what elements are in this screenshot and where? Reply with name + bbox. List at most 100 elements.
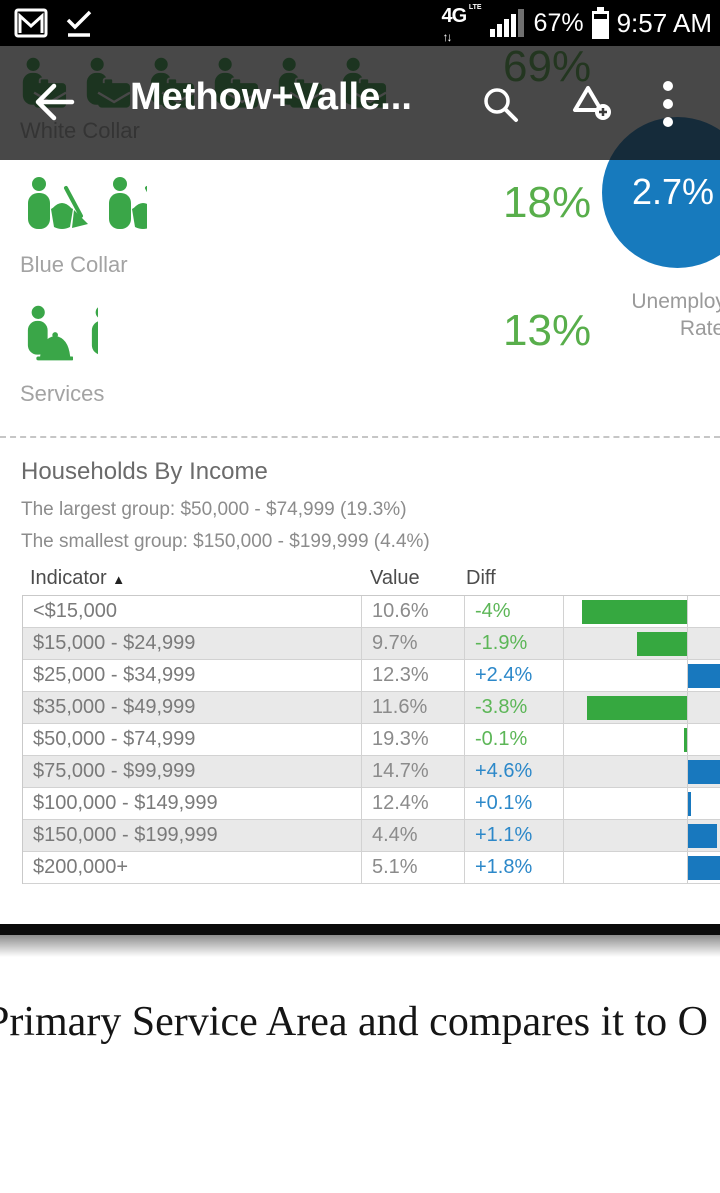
- blue-collar-percent: 18%: [503, 178, 592, 227]
- clock-label: 9:57 AM: [616, 7, 712, 38]
- page-separator-bar: [0, 924, 720, 935]
- unemployment-rate-label: Unemployment Rate: [631, 290, 720, 340]
- sort-ascending-icon: ▲: [112, 572, 126, 587]
- income-section-title: Households By Income: [21, 458, 268, 485]
- bar-zero-axis: [687, 724, 688, 755]
- blue-collar-person-icon: [109, 177, 147, 229]
- diff-bar-cell: [564, 852, 720, 883]
- income-table-row: $75,000 - $99,999 14.7% +4.6%: [23, 756, 720, 788]
- diff-cell: +0.1%: [465, 788, 564, 819]
- diff-cell: +1.8%: [465, 852, 564, 883]
- services-pictograph: [26, 303, 98, 365]
- income-table-row: $200,000+ 5.1% +1.8%: [23, 852, 720, 884]
- value-cell: 10.6%: [362, 596, 465, 627]
- bar-zero-axis: [687, 756, 688, 787]
- value-cell: 11.6%: [362, 692, 465, 723]
- diff-bar: [688, 792, 691, 816]
- diff-cell: -1.9%: [465, 628, 564, 659]
- diff-cell: -4%: [465, 596, 564, 627]
- bar-zero-axis: [687, 852, 688, 883]
- bar-zero-axis: [687, 628, 688, 659]
- diff-bar: [637, 632, 687, 656]
- income-table-row: $100,000 - $149,999 12.4% +0.1%: [23, 788, 720, 820]
- signal-strength-icon: [489, 9, 526, 37]
- table-header-value: Value: [370, 567, 420, 589]
- income-table-row: $150,000 - $199,999 4.4% +1.1%: [23, 820, 720, 852]
- diff-bar-cell: [564, 692, 720, 723]
- unemployment-rate-value: 2.7%: [632, 171, 715, 212]
- diff-bar: [688, 856, 720, 880]
- value-cell: 9.7%: [362, 628, 465, 659]
- search-icon[interactable]: [480, 84, 520, 124]
- bar-zero-axis: [687, 660, 688, 691]
- income-bracket-cell: $100,000 - $149,999: [23, 788, 362, 819]
- document-title: Methow+Valle...: [130, 76, 412, 118]
- table-header-diff: Diff: [466, 567, 496, 589]
- bar-zero-axis: [687, 692, 688, 723]
- income-table: <$15,000 10.6% -4% $15,000 - $24,999 9.7% -1.…: [22, 595, 720, 884]
- income-bracket-cell: $35,000 - $49,999: [23, 692, 362, 723]
- blue-collar-pictograph: [26, 176, 147, 238]
- income-table-row: $15,000 - $24,999 9.7% -1.9%: [23, 628, 720, 660]
- income-bracket-cell: $25,000 - $34,999: [23, 660, 362, 691]
- next-page-body-text: Primary Service Area and compares it to …: [0, 999, 708, 1045]
- diff-bar: [587, 696, 687, 720]
- mobile-network-icon: 4G LTE ↑↓: [441, 4, 482, 44]
- value-cell: 5.1%: [362, 852, 465, 883]
- income-bracket-cell: <$15,000: [23, 596, 362, 627]
- diff-bar: [684, 728, 687, 752]
- overflow-menu-icon[interactable]: [662, 80, 690, 128]
- services-person-icon: [27, 305, 73, 361]
- diff-bar-cell: [564, 724, 720, 755]
- value-cell: 14.7%: [362, 756, 465, 787]
- diff-bar-cell: [564, 628, 720, 659]
- income-table-row: $50,000 - $74,999 19.3% -0.1%: [23, 724, 720, 756]
- diff-bar-cell: [564, 660, 720, 691]
- diff-cell: +1.1%: [465, 820, 564, 851]
- blue-collar-person-icon: [28, 177, 88, 229]
- section-divider: [0, 436, 720, 438]
- diff-cell: -3.8%: [465, 692, 564, 723]
- battery-percent-label: 67%: [533, 8, 584, 37]
- income-table-row: $25,000 - $34,999 12.3% +2.4%: [23, 660, 720, 692]
- income-table-row: <$15,000 10.6% -4%: [23, 596, 720, 628]
- income-bracket-cell: $75,000 - $99,999: [23, 756, 362, 787]
- diff-bar: [688, 824, 717, 848]
- app-toolbar: Methow+Valle...: [0, 46, 720, 160]
- gmail-notification-icon: [14, 8, 48, 38]
- value-cell: 4.4%: [362, 820, 465, 851]
- bar-zero-axis: [687, 596, 688, 627]
- diff-bar-cell: [564, 788, 720, 819]
- diff-bar-cell: [564, 756, 720, 787]
- income-bracket-cell: $15,000 - $24,999: [23, 628, 362, 659]
- diff-bar-cell: [564, 820, 720, 851]
- services-percent: 13%: [503, 306, 592, 355]
- diff-bar-cell: [564, 596, 720, 627]
- battery-icon: [591, 7, 609, 39]
- add-to-drive-icon[interactable]: [572, 84, 612, 124]
- value-cell: 12.4%: [362, 788, 465, 819]
- back-button[interactable]: [30, 80, 76, 124]
- income-bracket-cell: $50,000 - $74,999: [23, 724, 362, 755]
- bar-zero-axis: [687, 788, 688, 819]
- income-smallest-group: The smallest group: $150,000 - $199,999 …: [21, 531, 430, 552]
- diff-cell: +4.6%: [465, 756, 564, 787]
- value-cell: 12.3%: [362, 660, 465, 691]
- download-complete-icon: [64, 8, 94, 38]
- income-table-row: $35,000 - $49,999 11.6% -3.8%: [23, 692, 720, 724]
- partial-blue-collar-person-icon: [107, 176, 147, 238]
- toolbar-dim-overlay: [0, 46, 720, 160]
- bar-zero-axis: [687, 820, 688, 851]
- blue-collar-label: Blue Collar: [20, 252, 128, 277]
- table-header-indicator: Indicator ▲: [30, 567, 126, 589]
- status-bar: 4G LTE ↑↓ 67% 9:57 AM: [0, 0, 720, 46]
- value-cell: 19.3%: [362, 724, 465, 755]
- services-label: Services: [20, 381, 105, 406]
- diff-bar: [688, 760, 720, 784]
- page-separator-shadow: [0, 935, 720, 957]
- diff-bar: [688, 664, 720, 688]
- diff-cell: -0.1%: [465, 724, 564, 755]
- diff-cell: +2.4%: [465, 660, 564, 691]
- diff-bar: [582, 600, 687, 624]
